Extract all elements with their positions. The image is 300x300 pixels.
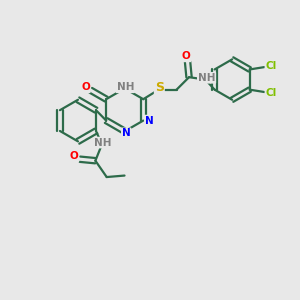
Text: Cl: Cl: [266, 88, 277, 98]
Text: O: O: [81, 82, 90, 92]
Text: Cl: Cl: [266, 61, 277, 71]
Text: O: O: [70, 151, 78, 161]
Text: NH: NH: [94, 138, 112, 148]
Text: N: N: [145, 116, 154, 126]
Text: NH: NH: [117, 82, 134, 92]
Text: O: O: [182, 51, 190, 62]
Text: N: N: [122, 128, 130, 138]
Text: NH: NH: [198, 73, 215, 83]
Text: S: S: [155, 81, 164, 94]
